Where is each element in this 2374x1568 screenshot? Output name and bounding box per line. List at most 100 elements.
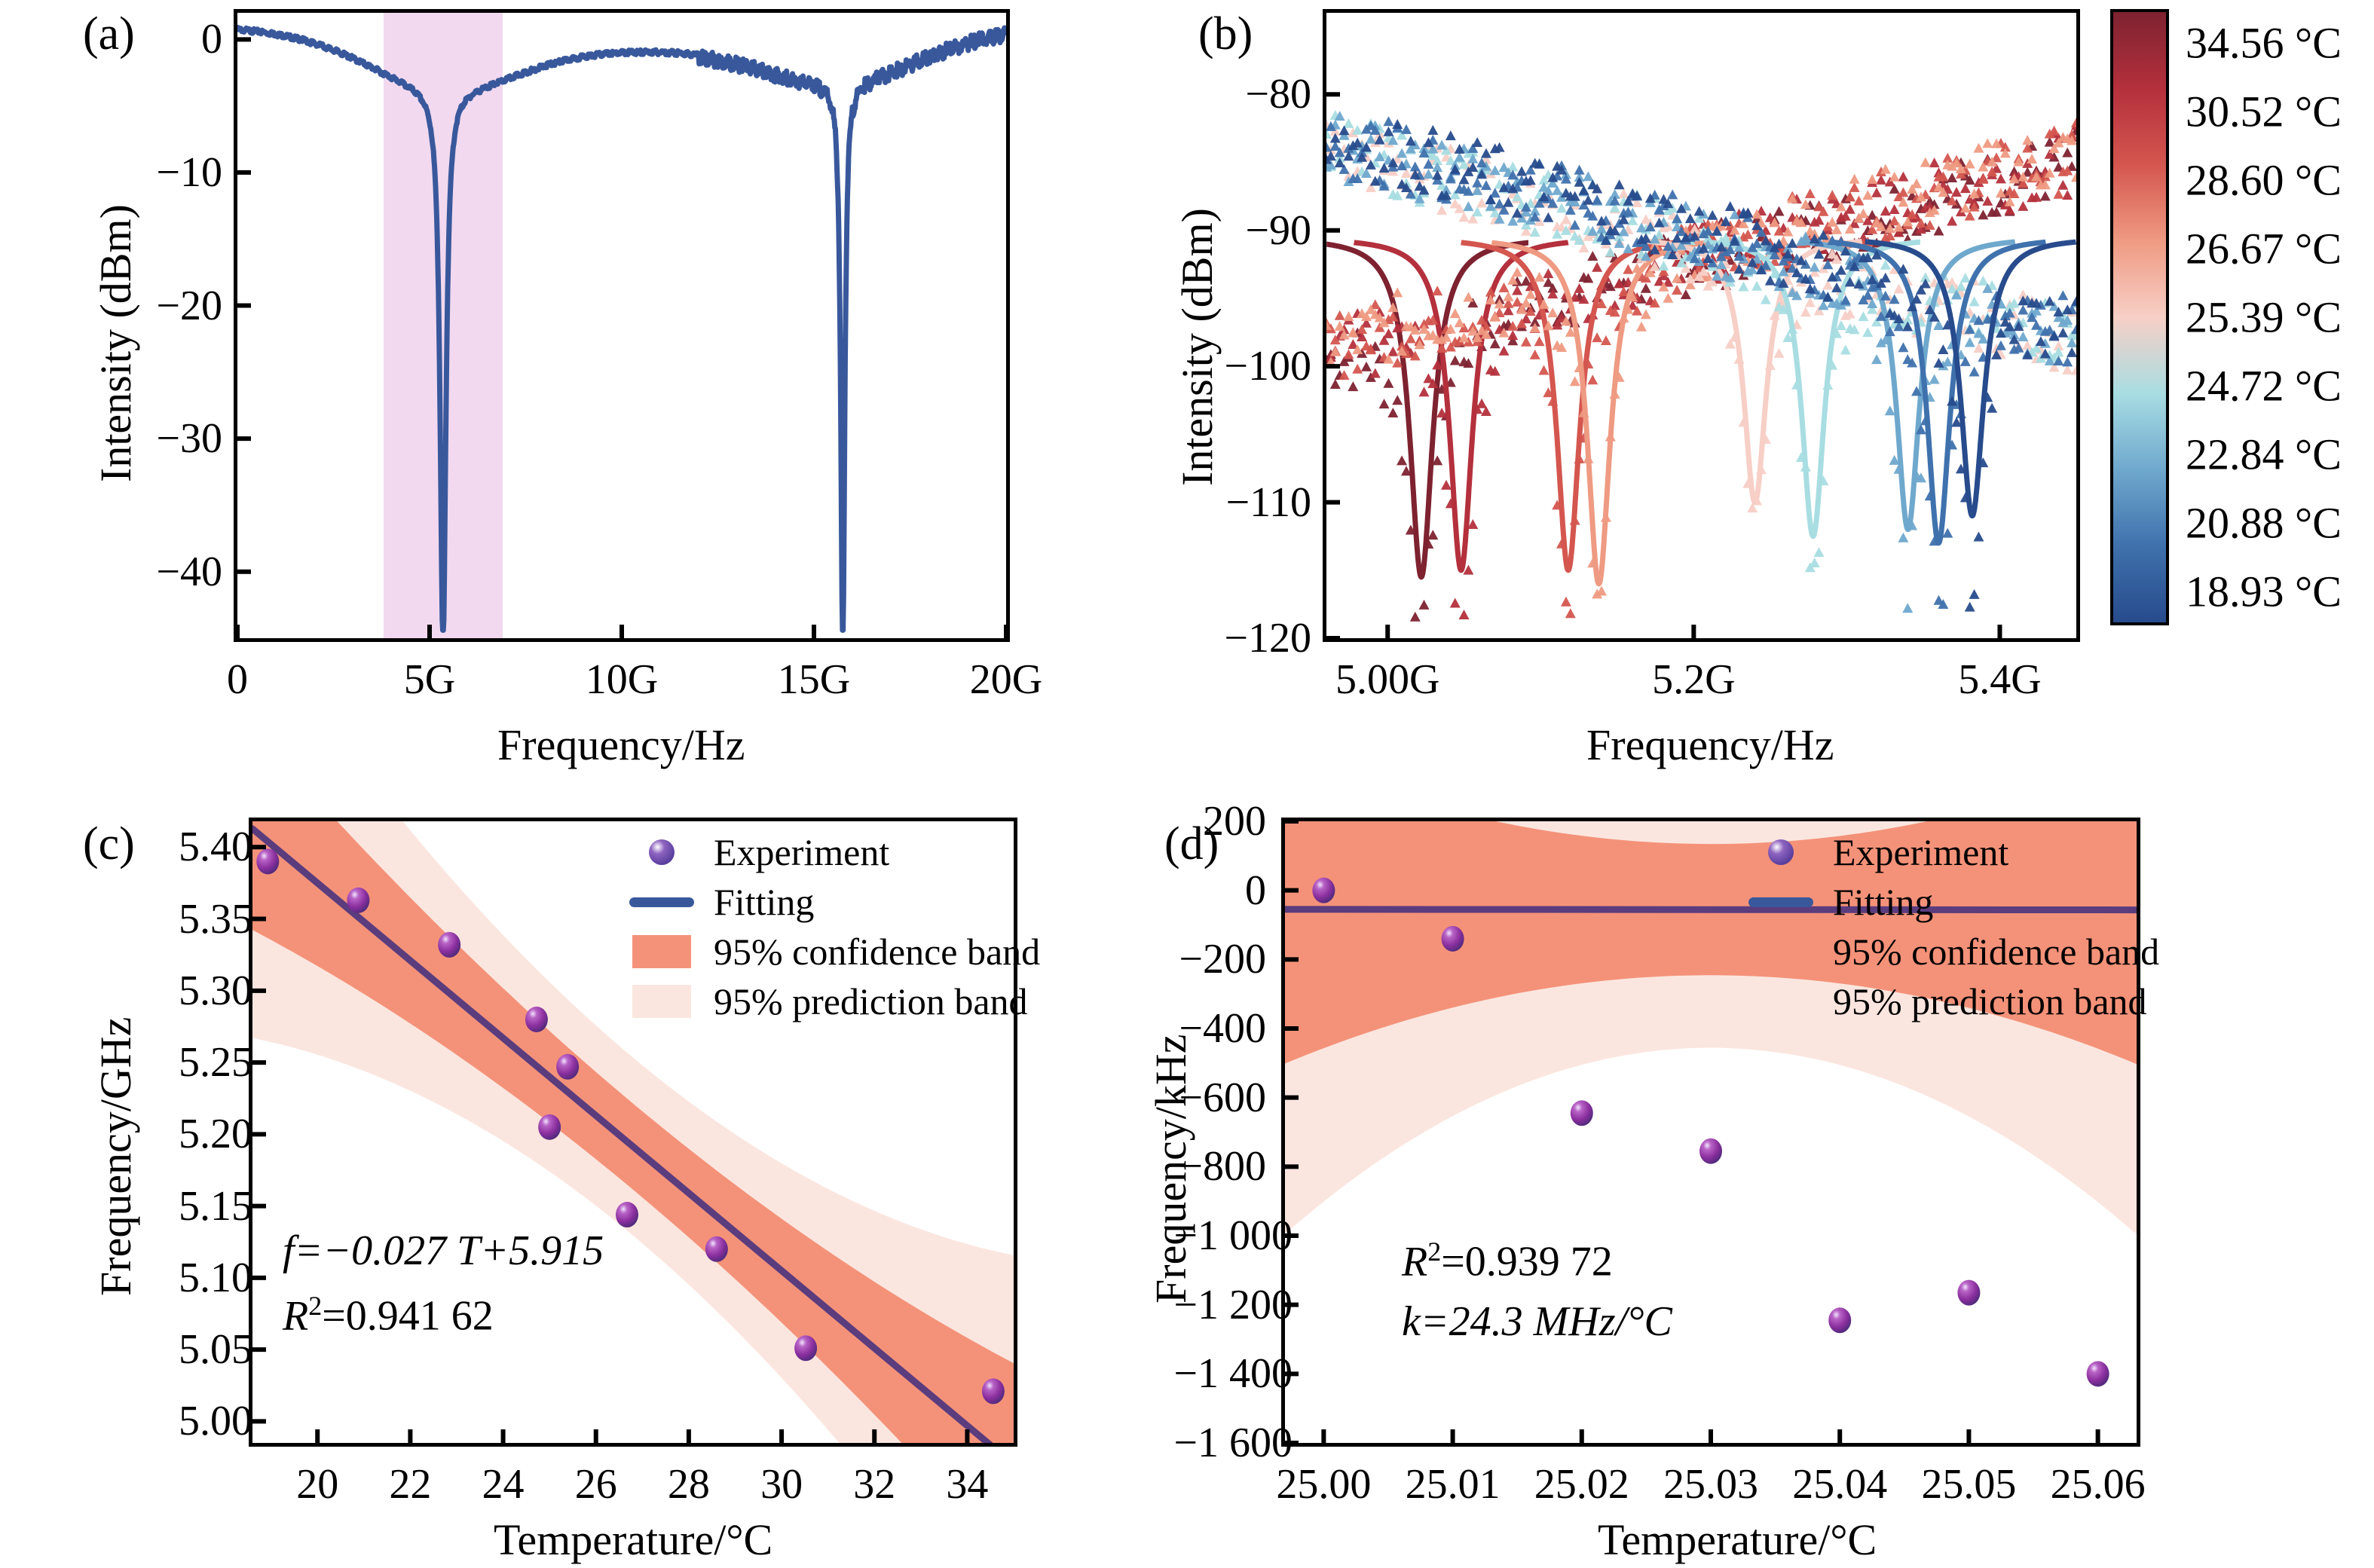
panel-c-fit-equation: f=−0.027 T+5.915	[283, 1227, 604, 1274]
fitting-line-icon	[629, 887, 694, 917]
panel-d-ytick-6: −1 000	[1173, 1212, 1293, 1259]
panel-d-ytick-5: −800	[1179, 1143, 1266, 1191]
panel-a-curve	[237, 24, 1006, 638]
panel-d-ytick-9: −1 600	[1173, 1420, 1293, 1466]
panel-a-ytick-4: −40	[156, 548, 222, 595]
panel-b-xtick-2: 5.4G	[1958, 656, 2042, 703]
panel-a-ytick-0: 0	[201, 16, 222, 63]
panel-a-ytick-2: −20	[156, 282, 222, 329]
panel-d-xtick-0: 25.00	[1276, 1461, 1372, 1508]
panel-d-r-value: =0.939 72	[1441, 1238, 1613, 1285]
legend-label-experiment: Experiment	[714, 831, 890, 873]
legend-label-prediction: 95% prediction band	[1833, 980, 2147, 1022]
temperature-colorbar	[2110, 9, 2169, 625]
panel-a-xtick-0: 0	[227, 656, 248, 703]
panel-c-plot-area	[249, 818, 1017, 1447]
experiment-marker-icon	[1748, 837, 1813, 867]
panel-c-label: (c)	[83, 818, 135, 870]
panel-d-r-exponent: 2	[1427, 1236, 1442, 1267]
panel-d-ytick-0: 200	[1203, 798, 1266, 845]
panel-b-plot-area	[1323, 9, 2080, 642]
panel-c-ytick-4: 5.20	[179, 1111, 252, 1158]
panel-d-xlabel: Temperature/°C	[1598, 1515, 1877, 1564]
legend-label-experiment: Experiment	[1833, 831, 2009, 873]
panel-d-xtick-5: 25.05	[1921, 1461, 2017, 1508]
panel-c-xlabel: Temperature/°C	[494, 1515, 773, 1564]
panel-d-r-squared: R2=0.939 72	[1402, 1236, 1613, 1286]
fitting-line-icon	[1748, 887, 1813, 917]
panel-a-xtick-2: 10G	[585, 656, 659, 703]
panel-a-xlabel: Frequency/Hz	[497, 720, 745, 769]
panel-b-ytick-4: −120	[1224, 615, 1311, 662]
legend-label-confidence: 95% confidence band	[714, 931, 1041, 973]
panel-c-fit-and-points	[252, 821, 1014, 1443]
panel-c-xtick-7: 34	[946, 1461, 989, 1508]
panel-c-ytick-2: 5.30	[179, 967, 252, 1014]
panel-a-xtick-3: 15G	[777, 656, 851, 703]
panel-d-sensitivity: k=24.3 MHz/°C	[1402, 1298, 1672, 1345]
colorbar-label-5: 24.72 °C	[2186, 361, 2342, 411]
panel-b-xtick-0: 5.00G	[1335, 656, 1440, 703]
panel-d-r-symbol: R	[1402, 1238, 1428, 1285]
colorbar-label-6: 22.84 °C	[2186, 429, 2342, 479]
panel-d-ytick-2: −200	[1179, 936, 1266, 983]
panel-b-ytick-3: −110	[1225, 478, 1311, 526]
panel-d-ytick-8: −1 400	[1173, 1350, 1293, 1398]
panel-a-xtick-1: 5G	[403, 656, 456, 703]
prediction-band-swatch-icon	[629, 985, 694, 1018]
confidence-band-swatch-icon	[629, 935, 694, 968]
panel-c-ytick-3: 5.25	[179, 1039, 252, 1087]
panel-c-r-exponent: 2	[308, 1291, 323, 1321]
panel-c-ytick-5: 5.15	[179, 1182, 252, 1230]
colorbar-label-4: 25.39 °C	[2186, 292, 2342, 342]
colorbar-label-0: 34.56 °C	[2186, 18, 2342, 68]
panel-d-xtick-1: 25.01	[1405, 1461, 1501, 1508]
panel-d-fit-and-points	[1285, 821, 2137, 1443]
panel-d-xtick-4: 25.04	[1792, 1461, 1888, 1508]
panel-d-ytick-7: −1 200	[1173, 1281, 1293, 1328]
panel-b-ytick-0: −80	[1245, 71, 1311, 118]
panel-d-ytick-1: 0	[1245, 867, 1266, 914]
panel-d-plot-area	[1281, 818, 2140, 1447]
panel-c-ytick-0: 5.40	[179, 824, 252, 871]
panel-c-xtick-1: 22	[389, 1461, 432, 1508]
panel-b-label: (b)	[1198, 8, 1253, 60]
experiment-marker-icon	[629, 837, 694, 867]
panel-d-xtick-3: 25.03	[1663, 1461, 1758, 1508]
panel-d-xtick-6: 25.06	[2050, 1461, 2146, 1508]
panel-a-xtick-4: 20G	[969, 656, 1043, 703]
panel-d-xtick-2: 25.02	[1534, 1461, 1629, 1508]
colorbar-label-8: 18.93 °C	[2186, 567, 2342, 616]
legend-row-experiment: Experiment	[1748, 831, 2159, 873]
panel-c-xtick-3: 26	[574, 1461, 617, 1508]
panel-c-ytick-6: 5.10	[179, 1254, 252, 1301]
panel-d-label: (d)	[1164, 818, 1219, 870]
panel-b-xlabel: Frequency/Hz	[1586, 720, 1834, 769]
panel-a-ytick-1: −10	[156, 148, 222, 196]
panel-c-r-symbol: R	[283, 1292, 309, 1340]
colorbar-label-3: 26.67 °C	[2186, 224, 2342, 274]
legend-row-fitting: Fitting	[629, 881, 1040, 923]
legend-label-prediction: 95% prediction band	[714, 980, 1028, 1022]
panel-a-plot-area	[234, 9, 1010, 642]
colorbar-label-2: 28.60 °C	[2186, 155, 2342, 205]
panel-b-resonance-traces	[1326, 92, 2076, 638]
panel-c-xtick-2: 24	[482, 1461, 525, 1508]
legend-row-prediction: 95% prediction band	[1748, 980, 2159, 1022]
panel-d-ytick-4: −600	[1179, 1074, 1266, 1121]
panel-c-xtick-6: 32	[853, 1461, 896, 1508]
legend-row-fitting: Fitting	[1748, 881, 2159, 923]
panel-c-ytick-7: 5.05	[179, 1326, 252, 1374]
panel-c-ytick-8: 5.00	[179, 1398, 252, 1445]
panel-b-ytick-1: −90	[1245, 206, 1311, 254]
legend-row-prediction: 95% prediction band	[629, 980, 1040, 1022]
panel-c-ytick-1: 5.35	[179, 895, 252, 943]
panel-c-r-squared: R2=0.941 62	[283, 1290, 494, 1340]
prediction-band-swatch-icon	[1748, 985, 1813, 1018]
panel-a-label: (a)	[83, 8, 135, 60]
confidence-band-swatch-icon	[1748, 935, 1813, 968]
panel-c-xtick-0: 20	[296, 1461, 339, 1508]
panel-c-r-value: =0.941 62	[322, 1292, 494, 1340]
colorbar-label-7: 20.88 °C	[2186, 498, 2342, 548]
panel-c-xtick-5: 30	[760, 1461, 803, 1508]
